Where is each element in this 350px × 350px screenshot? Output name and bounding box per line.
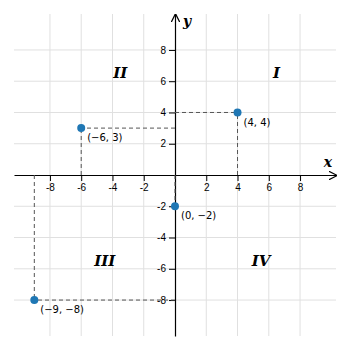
chart: -8-6-4-22468-8-6-4-22468(4, 4)(−6, 3)(−9… [0,0,350,350]
tick-mark [169,81,175,82]
tick: -2 [140,175,149,193]
tick-label: 6 [160,76,166,87]
tick-mark [169,238,175,239]
tick-label: 4 [160,107,166,118]
guide-line [34,300,175,301]
tick: 8 [298,175,304,193]
guide-line [175,112,238,113]
tick-mark [169,112,175,113]
grid-line [14,300,336,301]
tick-mark [144,175,145,181]
axis-line [175,15,176,337]
guide-line [175,175,176,206]
tick: -6 [77,175,86,193]
tick-mark [50,175,51,181]
guide-line [81,128,82,175]
tick-mark [112,175,113,181]
tick: -4 [157,232,175,243]
point [30,296,38,304]
tick-mark [300,175,301,181]
tick: 6 [160,76,175,87]
y-axis: -8-6-4-22468 [157,15,175,337]
tick-label: -6 [157,263,166,274]
data-label: (4, 4) [244,117,271,128]
labels: (4, 4)(−6, 3)(−9, −8)(0, −2)IIIIIIIVxy [40,13,332,315]
tick: 2 [204,175,210,193]
data-label: (−9, −8) [40,304,84,315]
tick: -4 [109,175,118,193]
tick-label: 8 [160,45,166,56]
tick-label: -4 [109,182,118,193]
tick-label: -6 [77,182,86,193]
guide-line [81,128,175,129]
point [77,124,85,132]
tick-label: 2 [204,182,210,193]
tick-label: -8 [46,182,55,193]
data-label: (0, −2) [181,210,216,221]
tick-label: 4 [235,182,241,193]
point [171,202,179,210]
guide-line [237,112,238,175]
quadrant-label: IV [251,252,272,270]
grid-line [81,14,82,336]
tick-mark [206,175,207,181]
quadrant-label: II [112,64,128,82]
tick-label: 2 [160,138,166,149]
tick: 8 [160,45,175,56]
tick-mark [269,175,270,181]
quadrant-label: III [93,252,116,270]
tick-label: -4 [157,232,166,243]
grid [14,14,336,336]
tick-mark [238,175,239,181]
quadrant-label: I [272,64,281,82]
plot-area [30,108,241,304]
guide-line [34,175,35,300]
tick-mark [169,269,175,270]
tick: 4 [160,107,175,118]
grid-line [14,112,336,113]
tick: 6 [267,175,273,193]
tick-mark [169,50,175,51]
tick: 2 [160,138,175,149]
grid-line [237,14,238,336]
y-axis-title: y [182,13,192,29]
tick-label: 8 [298,182,304,193]
tick-label: 6 [267,182,273,193]
tick: -8 [46,175,55,193]
tick-mark [81,175,82,181]
tick: -6 [157,263,175,274]
points [30,108,241,304]
tick-mark [169,144,175,145]
point [234,108,242,116]
data-label: (−6, 3) [87,132,122,143]
tick-label: -2 [157,201,166,212]
guides [34,112,237,300]
tick-label: -2 [140,182,149,193]
tick: 4 [235,175,241,193]
x-axis-title: x [323,154,333,170]
